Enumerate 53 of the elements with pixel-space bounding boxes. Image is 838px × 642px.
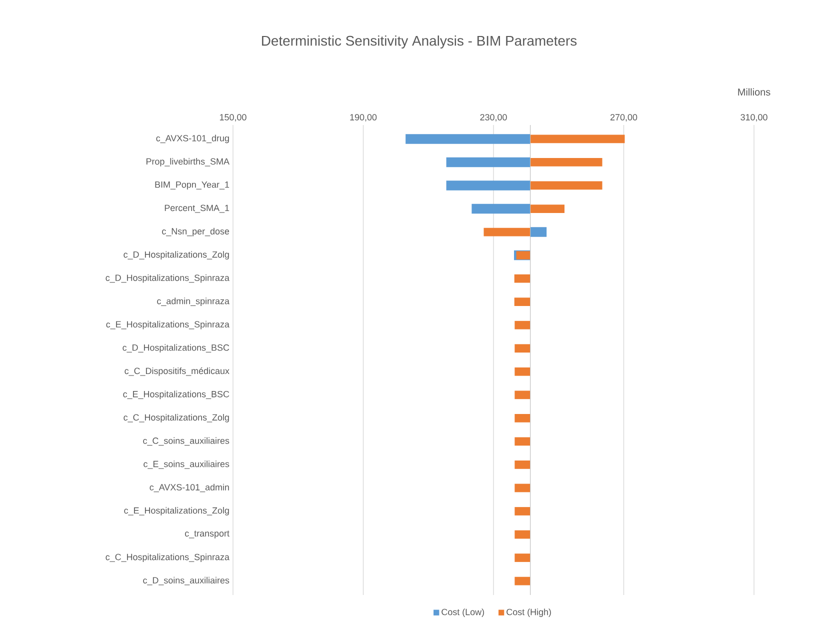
x-tick-label: 270,00 [610,114,638,122]
bar [514,414,530,422]
y-tick-label: Percent_SMA_1 [164,204,230,213]
y-tick-label: c_E_Hospitalizations_BSC [123,390,230,400]
y-tick-label: c_E_Hospitalizations_Spinraza [106,320,230,330]
y-tick-label: Prop_livebirths_SMA [146,158,230,166]
y-tick-label: c_C_Hospitalizations_Zolg [124,414,229,422]
bar [514,320,530,330]
bar [514,344,530,353]
bar [514,507,530,516]
bar [514,274,530,283]
bar [514,530,530,539]
bar [446,180,530,190]
y-tick-label: c_E_soins_auxiliaires [144,460,230,469]
legend-label: Cost (Low) [442,608,484,617]
chart-title: Deterministic Sensitivity Analysis - BIM Parameters [262,35,577,48]
y-tick-label: c_C_soins_auxiliaires [143,437,230,446]
bar [514,437,530,446]
x-tick-label: 310,00 [740,114,768,122]
bar [514,554,530,562]
bar [514,576,530,586]
bar [530,134,625,144]
y-tick-label: c_D_soins_auxiliaires [143,576,230,586]
y-tick-label: c_C_Hospitalizations_Spinraza [106,554,230,562]
legend-label: Cost (High) [506,608,551,617]
bar [530,158,602,166]
x-axis-title: Millions [738,88,770,96]
y-tick-label: c_transport [185,530,230,538]
bar [472,204,530,214]
y-tick-label: BIM_Popn_Year_1 [155,181,230,190]
bar [530,204,564,213]
bar [530,227,547,237]
x-tick-label: 150,00 [220,114,246,122]
x-tick-label: 190,00 [350,114,377,122]
y-tick-label: c_D_Hospitalizations_Spinraza [106,274,230,283]
bar [406,134,530,144]
bar [514,484,530,492]
y-tick-label: c_admin_spinraza [157,298,230,306]
y-tick-label: c_AVXS-101_drug [156,134,229,144]
bar [530,181,602,190]
y-tick-label: c_D_Hospitalizations_BSC [122,344,230,353]
bar [484,228,530,236]
y-tick-label: c_AVXS-101_admin [150,484,229,492]
y-tick-label: c_E_Hospitalizations_Zolg [124,507,229,516]
y-tick-label: c_Nsn_per_dose [162,228,230,236]
y-tick-label: c_C_Dispositifs_médicaux [124,367,230,376]
y-tick-label: c_D_Hospitalizations_Zolg [124,251,229,260]
bar [514,390,530,400]
bar [514,460,530,469]
bar [514,298,530,306]
bar [514,367,530,376]
bar [446,157,530,168]
x-tick-label: 230,00 [480,114,507,122]
